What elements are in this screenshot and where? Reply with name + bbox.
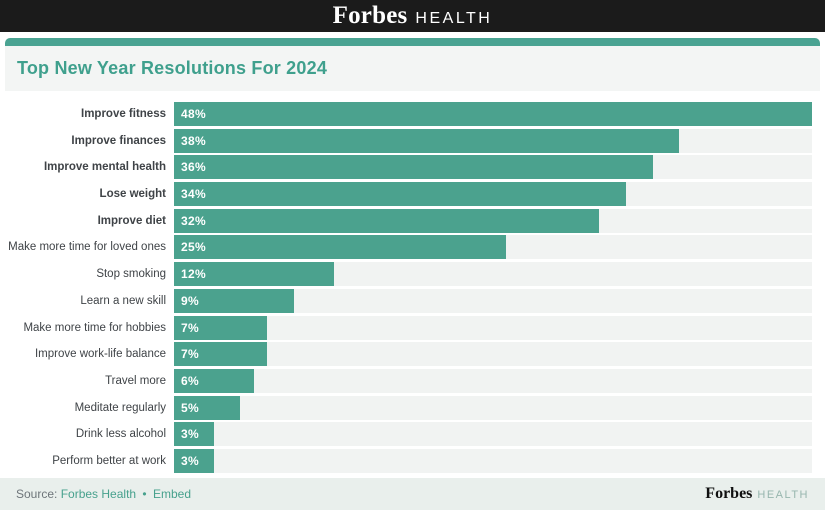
chart-row: Improve fitness 48% <box>8 102 812 126</box>
forbes-logo-text: Forbes <box>332 2 408 29</box>
bar-track: 38% <box>174 128 812 153</box>
chart-row: Improve diet 32% <box>8 208 812 233</box>
bar[interactable]: 3% <box>174 422 214 447</box>
value-label: 38% <box>181 133 206 148</box>
footer: Source: Forbes Health • Embed Forbes HEA… <box>0 478 825 510</box>
value-label: 32% <box>181 213 206 228</box>
footer-forbes-health-logo: Forbes HEALTH <box>705 485 809 503</box>
bar[interactable]: 38% <box>174 128 680 153</box>
bar-track: 34% <box>174 182 812 207</box>
category-label: Make more time for loved ones <box>8 241 166 254</box>
bar-track: 7% <box>174 342 812 367</box>
header-divider-gap <box>0 32 825 38</box>
bar[interactable]: 32% <box>174 208 600 233</box>
source-line: Source: Forbes Health • Embed <box>16 487 191 501</box>
category-label: Make more time for hobbies <box>23 321 166 334</box>
bar-track: 3% <box>174 422 812 447</box>
chart-row: Travel more 6% <box>8 368 812 393</box>
value-label: 25% <box>181 240 206 255</box>
value-label: 6% <box>181 373 199 388</box>
bar[interactable]: 48% <box>174 102 812 126</box>
category-label: Improve diet <box>97 214 166 227</box>
bar-track: 36% <box>174 155 812 180</box>
category-label: Travel more <box>105 374 166 387</box>
value-label: 5% <box>181 400 199 415</box>
chart-row: Learn a new skill 9% <box>8 288 812 313</box>
value-label: 7% <box>181 320 199 335</box>
bar[interactable]: 25% <box>174 235 507 260</box>
bar-track: 48% <box>174 102 812 126</box>
chart-title: Top New Year Resolutions For 2024 <box>17 58 328 78</box>
bar-track: 3% <box>174 448 812 473</box>
category-label: Improve work-life balance <box>34 348 166 361</box>
category-label: Perform better at work <box>52 454 166 467</box>
bar[interactable]: 34% <box>174 182 626 207</box>
category-label: Stop smoking <box>96 268 166 281</box>
category-label: Drink less alcohol <box>75 428 166 441</box>
top-header: Forbes HEALTH <box>0 0 825 32</box>
chart-row: Make more time for loved ones 25% <box>8 235 812 260</box>
category-label: Improve finances <box>71 134 166 147</box>
bar-track: 25% <box>174 235 812 260</box>
category-label: Improve mental health <box>43 161 166 174</box>
bar-track: 12% <box>174 262 812 287</box>
bullet-separator: • <box>142 487 147 501</box>
bar-track: 5% <box>174 395 812 420</box>
bar-track: 32% <box>174 208 812 233</box>
footer-health-logo-text: HEALTH <box>757 489 809 501</box>
health-logo-text: HEALTH <box>415 10 493 27</box>
bar-track: 6% <box>174 368 812 393</box>
forbes-health-logo: Forbes HEALTH <box>333 2 493 30</box>
category-label: Meditate regularly <box>74 401 166 414</box>
source-forbes-health-link[interactable]: Forbes Health <box>60 487 137 501</box>
chart-row: Stop smoking 12% <box>8 262 812 287</box>
value-label: 7% <box>181 347 199 362</box>
value-label: 3% <box>181 453 199 468</box>
bar[interactable]: 6% <box>174 368 254 393</box>
value-label: 3% <box>181 427 199 442</box>
chart-row: Drink less alcohol 3% <box>8 422 812 447</box>
accent-bar <box>5 38 820 46</box>
bar-track: 9% <box>174 288 812 313</box>
bar-track: 7% <box>174 315 812 340</box>
bar[interactable]: 3% <box>174 448 214 473</box>
chart-row: Make more time for hobbies 7% <box>8 315 812 340</box>
chart-row: Perform better at work 3% <box>8 448 812 473</box>
bar-chart: Improve fitness 48% Improve finances 38% Imp… <box>0 91 825 478</box>
chart-row: Improve mental health 36% <box>8 155 812 180</box>
value-label: 48% <box>181 107 206 121</box>
value-label: 12% <box>181 267 206 282</box>
value-label: 9% <box>181 293 199 308</box>
chart-row: Meditate regularly 5% <box>8 395 812 420</box>
bar[interactable]: 9% <box>174 288 294 313</box>
category-label: Improve fitness <box>81 108 166 120</box>
bar[interactable]: 7% <box>174 315 268 340</box>
chart-row: Improve finances 38% <box>8 128 812 153</box>
bar[interactable]: 36% <box>174 155 653 180</box>
bar[interactable]: 5% <box>174 395 241 420</box>
category-label: Lose weight <box>99 188 166 201</box>
footer-forbes-logo-text: Forbes <box>705 485 753 502</box>
chart-rows: Improve fitness 48% Improve finances 38% Imp… <box>8 102 812 473</box>
value-label: 36% <box>181 160 206 175</box>
bar[interactable]: 12% <box>174 262 334 287</box>
value-label: 34% <box>181 187 206 202</box>
bar[interactable]: 7% <box>174 342 268 367</box>
embed-link[interactable]: Embed <box>152 487 191 501</box>
chart-row: Improve work-life balance 7% <box>8 342 812 367</box>
source-label: Source: <box>16 487 58 501</box>
category-label: Learn a new skill <box>80 294 166 307</box>
title-band: Top New Year Resolutions For 2024 <box>5 46 820 91</box>
chart-row: Lose weight 34% <box>8 182 812 207</box>
